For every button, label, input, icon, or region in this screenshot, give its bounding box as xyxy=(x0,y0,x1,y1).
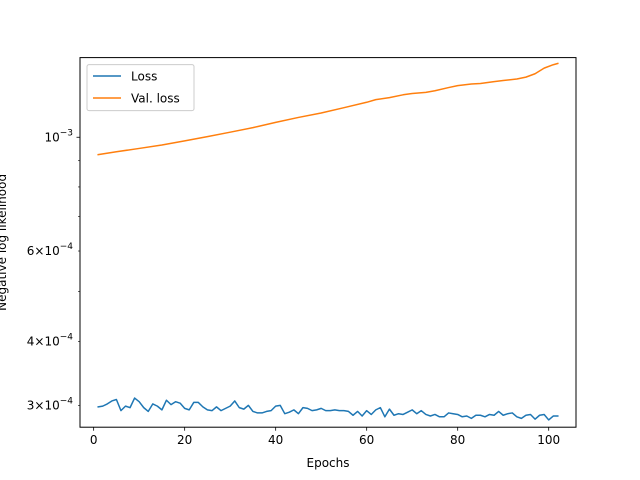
y-tick-label: 4×10−4 xyxy=(27,332,74,348)
y-tick-label: 6×10−4 xyxy=(27,242,74,258)
x-tick-label: 40 xyxy=(268,433,283,447)
x-tick-label: 20 xyxy=(177,433,192,447)
series-lines xyxy=(97,62,559,421)
y-tick-label: 10−3 xyxy=(44,128,73,144)
series-line-val-loss xyxy=(97,62,559,156)
y-axis-label: Negative log likelihood xyxy=(0,174,9,311)
legend: Loss Val. loss xyxy=(86,64,195,112)
series-line-loss xyxy=(97,397,559,421)
x-axis-label: Epochs xyxy=(307,456,350,470)
x-tick-label: 100 xyxy=(537,433,560,447)
x-axis: 0 20 40 60 80 100 xyxy=(90,427,560,447)
y-axis: 10−3 3×10−4 4×10−4 6×10−4 xyxy=(27,128,80,412)
legend-label-val-loss: Val. loss xyxy=(131,92,180,106)
y-tick-label: 3×10−4 xyxy=(27,396,74,412)
x-tick-label: 60 xyxy=(359,433,374,447)
axes-frame xyxy=(79,57,577,428)
x-tick-label: 0 xyxy=(90,433,98,447)
legend-label-loss: Loss xyxy=(131,70,157,84)
x-tick-label: 80 xyxy=(450,433,465,447)
